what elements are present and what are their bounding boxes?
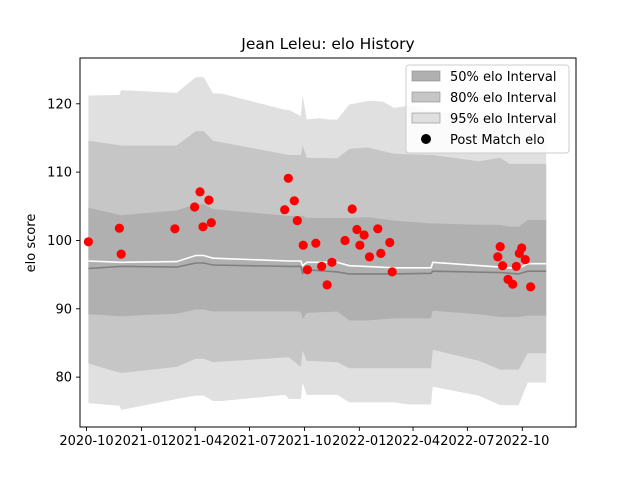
legend-label: 95% elo Interval xyxy=(450,112,557,127)
y-tick-label: 100 xyxy=(47,234,72,249)
post-match-elo-point xyxy=(292,216,302,226)
x-tick-label: 2022-01 xyxy=(332,434,386,449)
post-match-elo-point xyxy=(526,282,536,292)
post-match-elo-point xyxy=(385,237,395,248)
y-axis: 80 90 100 110 120 xyxy=(47,97,80,386)
post-match-elo-point xyxy=(206,218,216,228)
legend: 50% elo Interval 80% elo Interval 95% elo … xyxy=(405,64,570,154)
legend-swatch xyxy=(411,91,441,103)
legend-swatch xyxy=(411,70,441,82)
post-match-elo-point xyxy=(376,248,386,258)
legend-label: 50% elo Interval xyxy=(450,70,557,85)
post-match-elo-point xyxy=(493,252,503,262)
chart-title: Jean Leleu: elo History xyxy=(240,35,414,53)
legend-label: 80% elo Interval xyxy=(450,91,557,106)
post-match-elo-point xyxy=(116,249,126,259)
post-match-elo-point xyxy=(352,224,362,235)
post-match-elo-point xyxy=(114,223,124,233)
x-tick-label: 2021-01 xyxy=(114,434,168,449)
y-tick-label: 80 xyxy=(55,371,72,386)
x-tick-label: 2022-07 xyxy=(440,434,494,449)
post-match-elo-point xyxy=(198,222,208,232)
y-tick-label: 90 xyxy=(55,302,72,317)
post-match-elo-point xyxy=(327,257,337,267)
plot-area xyxy=(79,57,577,428)
post-match-elo-point xyxy=(317,261,327,271)
post-match-elo-point xyxy=(83,237,93,247)
post-match-elo-point xyxy=(340,235,350,246)
post-match-elo-point xyxy=(289,196,299,206)
post-match-elo-point xyxy=(511,261,521,271)
post-match-elo-point xyxy=(364,252,375,262)
post-match-elo-point xyxy=(283,173,293,183)
post-match-elo-point xyxy=(195,187,205,197)
post-match-elo-point xyxy=(311,238,321,248)
legend-box xyxy=(405,64,570,154)
post-match-elo-point xyxy=(508,279,518,289)
post-match-elo-point xyxy=(373,224,383,234)
post-match-elo-point xyxy=(498,261,508,271)
x-tick-label: 2022-04 xyxy=(386,434,440,449)
x-axis: 2020-10 2021-01 2021-04 2021-07 2021-10 2022-… xyxy=(59,427,549,449)
post-match-elo-point xyxy=(302,265,312,275)
y-tick-label: 110 xyxy=(47,166,72,181)
plot-frame xyxy=(79,57,577,428)
post-match-elo-point xyxy=(190,202,200,212)
legend-marker xyxy=(421,134,431,144)
post-match-elo-point xyxy=(520,255,530,265)
x-tick-label: 2021-04 xyxy=(168,434,222,449)
post-match-elo-point xyxy=(355,240,365,250)
post-match-elo-point xyxy=(170,224,180,234)
post-match-elo-point xyxy=(280,205,290,215)
legend-swatch xyxy=(411,112,441,124)
y-axis-label: elo score xyxy=(24,214,39,273)
x-tick-label: 2021-07 xyxy=(222,434,276,449)
legend-label: Post Match elo xyxy=(450,133,545,148)
post-match-elo-point xyxy=(322,280,332,290)
y-tick-label: 120 xyxy=(47,97,72,112)
post-match-elo-point xyxy=(347,204,357,214)
x-tick-label: 2022-10 xyxy=(495,434,549,449)
post-match-elo-point xyxy=(495,242,505,252)
post-match-elo-point xyxy=(298,240,308,250)
post-match-elo-point xyxy=(359,230,369,240)
post-match-elo-point xyxy=(387,267,397,277)
post-match-elo-point xyxy=(517,243,527,253)
x-tick-label: 2020-10 xyxy=(59,434,113,449)
x-tick-label: 2021-10 xyxy=(277,434,331,449)
post-match-elo-point xyxy=(204,195,214,205)
